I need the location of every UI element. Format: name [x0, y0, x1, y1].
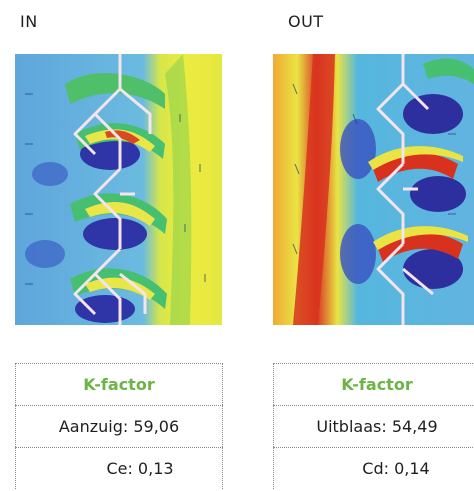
cd-value: Cd: 0,14 — [362, 459, 430, 478]
exhaust-value: Uitblaas: 54,49 — [316, 417, 438, 436]
airflow-simulation-in — [15, 54, 222, 325]
ce-value-row: Ce: 0,13 — [15, 447, 223, 489]
intake-value: Aanzuig: 59,06 — [58, 417, 180, 436]
heading-in: IN — [20, 12, 38, 31]
k-factor-title: K-factor — [341, 375, 413, 394]
k-factor-title-row: K-factor — [273, 363, 474, 405]
k-factor-table-in: K-factor Aanzuig: 59,06 Ce: 0,13 — [15, 363, 223, 489]
k-factor-table-out: K-factor Uitblaas: 54,49 Cd: 0,14 — [273, 363, 474, 489]
ce-value: Ce: 0,13 — [106, 459, 174, 478]
cd-value-row: Cd: 0,14 — [273, 447, 474, 489]
k-factor-title: K-factor — [83, 375, 155, 394]
heading-out: OUT — [288, 12, 324, 31]
airflow-simulation-out — [273, 54, 474, 325]
exhaust-value-row: Uitblaas: 54,49 — [273, 405, 474, 447]
intake-value-row: Aanzuig: 59,06 — [15, 405, 223, 447]
k-factor-title-row: K-factor — [15, 363, 223, 405]
